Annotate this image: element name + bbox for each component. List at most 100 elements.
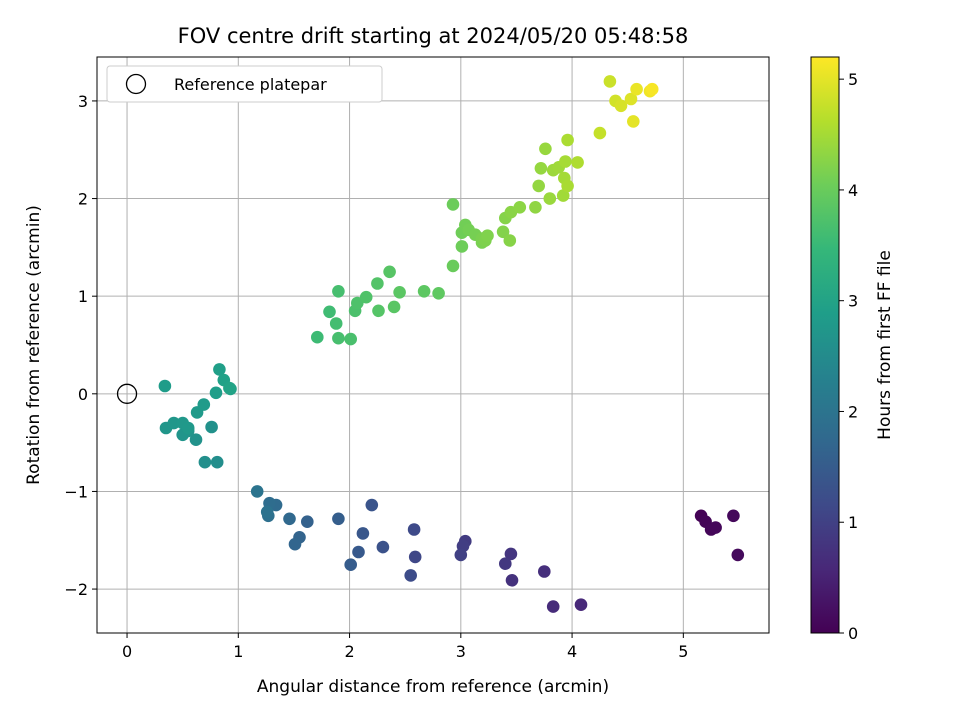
x-axis: 0 1 2 3 4 5 <box>122 633 688 661</box>
data-point <box>407 523 421 536</box>
x-tick-label: 4 <box>567 642 577 661</box>
data-point <box>534 162 548 175</box>
data-point <box>356 527 370 540</box>
data-point <box>250 485 264 498</box>
data-point <box>301 515 314 528</box>
data-point <box>197 398 211 411</box>
y-tick-label: 2 <box>78 190 88 209</box>
data-point <box>603 75 617 88</box>
chart-title: FOV centre drift starting at 2024/05/20 … <box>178 24 689 48</box>
reference-platepar-marker <box>116 383 138 404</box>
colorbar-tick-label: 5 <box>848 70 858 89</box>
x-axis-label: Angular distance from reference (arcmin) <box>257 677 609 697</box>
x-tick-label: 5 <box>678 642 688 661</box>
plot-frame <box>96 56 770 634</box>
colorbar-tick-label: 0 <box>848 624 858 643</box>
x-tick-label: 2 <box>344 642 354 661</box>
data-point <box>351 296 364 310</box>
data-point <box>365 498 379 512</box>
data-point <box>371 277 384 290</box>
data-point <box>543 192 557 205</box>
y-tick-label: −1 <box>64 482 88 501</box>
data-point <box>167 416 181 430</box>
legend: Reference platepar <box>106 65 383 103</box>
colorbar-tick-label: 4 <box>848 181 858 200</box>
data-point <box>574 598 588 611</box>
data-point <box>332 285 345 298</box>
data-point <box>344 558 358 571</box>
data-point <box>593 126 607 140</box>
x-tick-label: 0 <box>122 642 132 661</box>
data-point <box>481 229 494 242</box>
data-point <box>209 386 223 400</box>
data-point <box>561 133 574 147</box>
data-point <box>446 259 460 273</box>
data-point <box>432 287 445 300</box>
data-point <box>288 537 302 551</box>
data-point <box>260 505 274 519</box>
legend-marker-open-circle <box>125 73 147 95</box>
colorbar-tick-label: 1 <box>848 513 858 532</box>
data-point <box>446 198 460 211</box>
data-point <box>539 142 552 156</box>
legend-entry-label: Reference platepar <box>174 75 327 94</box>
data-point <box>505 574 519 587</box>
data-point <box>529 201 542 214</box>
data-point <box>546 600 560 613</box>
colorbar: 0 1 2 3 4 5 Hours from first FF file <box>810 56 895 643</box>
data-point <box>198 455 212 469</box>
data-point <box>323 305 336 319</box>
data-point <box>393 286 406 299</box>
colorbar-gradient <box>810 56 840 634</box>
data-point <box>532 179 545 193</box>
y-tick-label: −2 <box>64 580 88 599</box>
data-point <box>383 265 396 279</box>
colorbar-ticks: 0 1 2 3 4 5 <box>839 70 858 643</box>
data-point <box>332 512 345 526</box>
data-point <box>352 545 365 559</box>
data-point <box>372 304 385 318</box>
colorbar-tick-label: 2 <box>848 402 858 421</box>
data-points <box>116 75 745 613</box>
data-point <box>359 290 373 304</box>
data-point <box>283 512 296 526</box>
data-point <box>223 381 236 395</box>
y-axis: −2 −1 0 1 2 3 <box>64 92 97 599</box>
data-point <box>329 317 343 330</box>
x-tick-label: 1 <box>233 642 243 661</box>
data-point <box>332 331 345 345</box>
data-point <box>417 285 431 298</box>
data-point <box>614 99 628 113</box>
data-point <box>344 332 358 346</box>
data-point <box>158 379 172 393</box>
data-point <box>731 548 745 562</box>
y-tick-label: 1 <box>78 287 88 306</box>
colorbar-tick-label: 3 <box>848 292 858 311</box>
data-point <box>205 420 218 434</box>
colorbar-label: Hours from first FF file <box>875 250 895 440</box>
data-point <box>213 363 226 376</box>
data-point <box>454 548 468 562</box>
data-point <box>210 455 224 469</box>
data-point <box>709 521 722 534</box>
data-point <box>189 433 203 447</box>
data-point <box>513 201 527 214</box>
data-point <box>630 82 643 96</box>
data-point <box>624 92 638 106</box>
data-point <box>571 156 584 169</box>
data-point <box>627 115 640 128</box>
x-tick-label: 3 <box>456 642 466 661</box>
data-point <box>645 82 659 96</box>
data-point <box>455 240 469 253</box>
data-point <box>559 155 572 168</box>
data-point <box>499 557 512 570</box>
data-point <box>404 569 418 582</box>
data-point <box>727 509 740 523</box>
data-point <box>556 189 570 202</box>
data-point <box>408 550 422 564</box>
y-tick-label: 0 <box>78 385 88 404</box>
y-tick-label: 3 <box>78 92 88 111</box>
data-point <box>538 565 551 578</box>
grid <box>97 57 769 633</box>
